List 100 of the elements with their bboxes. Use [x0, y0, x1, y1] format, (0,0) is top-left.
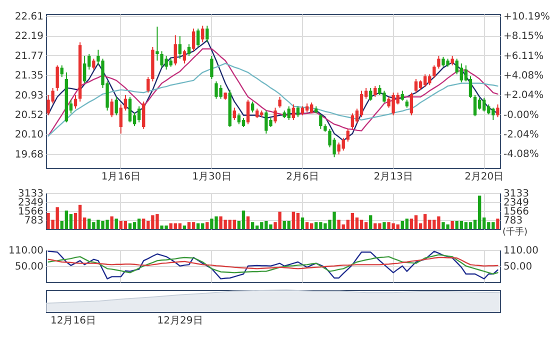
candlestick — [187, 44, 191, 56]
y2-tick-label: +8.15% — [504, 31, 544, 42]
candlestick — [319, 114, 322, 130]
y2-tick-label: -4.08% — [504, 149, 539, 160]
bar — [464, 222, 468, 229]
candlestick — [114, 96, 118, 116]
candlestick — [414, 78, 418, 94]
y-tick-label: 783 — [24, 216, 44, 227]
candlestick — [92, 58, 96, 70]
bar — [414, 215, 418, 229]
candlestick — [137, 106, 141, 123]
candlestick — [196, 28, 200, 48]
y2-tick-label: +6.11% — [504, 50, 544, 62]
y2-tick-label: -0.00% — [504, 110, 539, 121]
bar — [382, 222, 386, 229]
bar — [110, 216, 114, 229]
bar — [300, 218, 304, 229]
candlestick — [60, 64, 64, 78]
bar — [468, 222, 472, 229]
y-tick-label: 19.68 — [14, 149, 44, 160]
bar — [114, 218, 118, 229]
candlestick — [83, 55, 86, 84]
candlestick — [174, 34, 177, 66]
bar — [287, 220, 290, 229]
bar — [128, 223, 132, 229]
line-series — [48, 254, 498, 275]
x-tick-label: 1月30日 — [192, 172, 232, 182]
candlestick — [246, 99, 250, 125]
bar — [246, 216, 250, 229]
candlestick — [201, 25, 204, 43]
candlestick — [450, 55, 454, 66]
candlestick — [210, 55, 214, 80]
bar — [250, 222, 254, 229]
candlestick — [128, 96, 132, 123]
y-tick-label: 22.61 — [14, 11, 44, 22]
bar — [364, 222, 368, 229]
bar — [350, 212, 354, 229]
x-tick-label: 2月6日 — [286, 172, 319, 182]
candlestick — [206, 25, 209, 43]
bar — [137, 218, 141, 229]
y2-tick-label: +10.19% — [504, 11, 550, 22]
bar — [496, 218, 500, 229]
x-tick-label: 2月20日 — [464, 172, 504, 182]
bar — [242, 210, 246, 229]
candlestick — [110, 98, 114, 118]
y2-tick-label: 783 — [504, 216, 523, 227]
bar — [124, 220, 128, 229]
bar — [142, 218, 146, 229]
candlestick — [250, 101, 254, 113]
y2-tick-label: +2.04% — [504, 90, 544, 102]
bar — [64, 210, 68, 229]
y2-tick-label: 50.00 — [504, 262, 532, 272]
y-tick-label: 3133 — [18, 188, 44, 200]
x-tick-label: 1月16日 — [101, 172, 140, 182]
x-tick-label: 12月16日 — [50, 316, 96, 326]
candlestick — [232, 107, 236, 120]
candlestick — [274, 107, 277, 124]
y-tick-label: 20.10 — [14, 130, 44, 141]
bar — [132, 222, 136, 229]
bar — [196, 223, 200, 229]
line-series — [48, 250, 498, 280]
bar — [192, 222, 196, 229]
candlestick — [437, 55, 440, 70]
candlestick — [432, 64, 436, 79]
candlestick — [156, 26, 159, 62]
y2-tick-label: +4.08% — [504, 70, 544, 82]
candlestick — [142, 101, 146, 130]
bar — [360, 220, 364, 229]
x-tick-label: 12月29日 — [157, 316, 203, 326]
y2-axis-title: (千手) — [502, 226, 528, 238]
candlestick — [237, 112, 241, 125]
candlestick — [278, 96, 282, 108]
candlestick — [192, 28, 196, 52]
y-tick-label: 21.77 — [14, 50, 44, 62]
candlestick — [292, 104, 296, 120]
candlestick — [374, 86, 377, 98]
candlestick — [296, 106, 300, 118]
candlestick — [418, 80, 422, 90]
candlestick — [400, 90, 404, 102]
candlestick — [496, 104, 500, 118]
line-series — [48, 256, 498, 270]
bar — [305, 222, 309, 229]
candlestick — [56, 64, 59, 92]
y2-tick-label: 110.00 — [504, 246, 538, 256]
y-tick-label: 22.19 — [14, 31, 44, 42]
candlestick — [410, 92, 414, 116]
bar — [369, 215, 372, 229]
y-tick-label: 50.00 — [14, 262, 44, 272]
bar — [292, 212, 296, 229]
candlestick — [473, 94, 477, 117]
y-tick-label: 20.93 — [14, 90, 44, 102]
bar — [232, 220, 236, 229]
bar — [187, 222, 191, 229]
candlestick — [256, 108, 259, 119]
candlestick — [287, 106, 290, 120]
bar — [69, 214, 73, 229]
x-tick-label: 2月13日 — [374, 172, 413, 182]
y-tick-label: 110.00 — [8, 246, 44, 256]
bar — [178, 223, 182, 229]
bar — [206, 222, 209, 229]
